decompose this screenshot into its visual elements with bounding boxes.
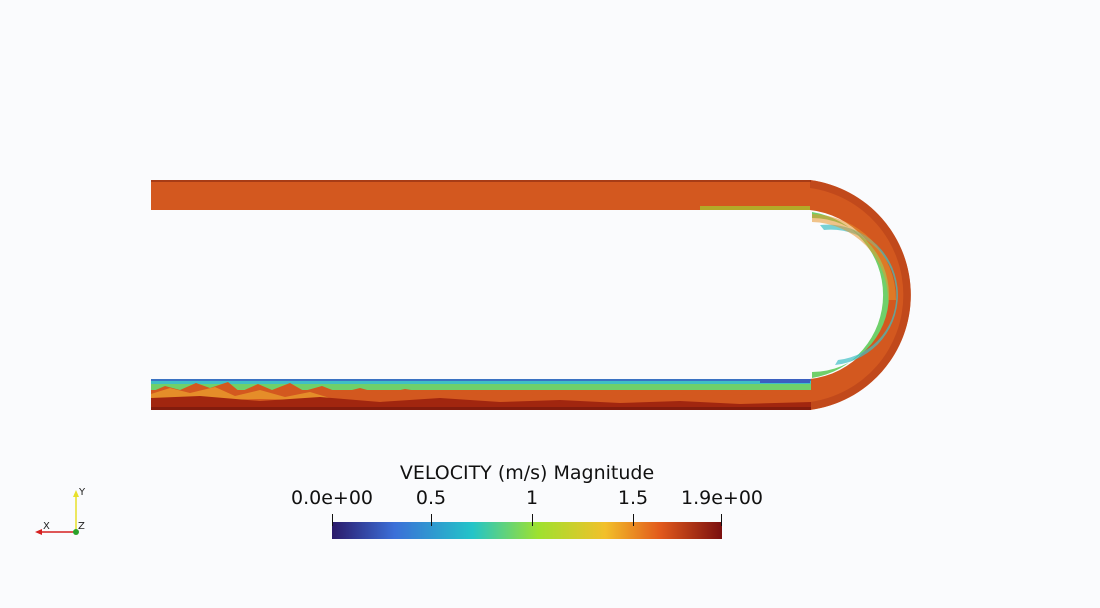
- colorbar-tick-mark: [721, 514, 722, 526]
- colorbar-title: VELOCITY (m/s) Magnitude: [399, 462, 655, 484]
- bottom-leg-slow-layer: [151, 379, 811, 387]
- colorbar-tick-mark: [431, 514, 432, 526]
- bend-mid-band: [812, 214, 896, 300]
- bottom-leg-fast-core: [151, 396, 811, 410]
- pipe-body: [151, 180, 911, 410]
- z-axis-label: Z: [78, 521, 85, 532]
- x-axis-label: X: [43, 521, 50, 532]
- bottom-leg-bottom-edge: [151, 407, 811, 410]
- bottom-leg-blue-patch: [760, 379, 810, 383]
- top-leg-bottom-edge: [700, 206, 810, 210]
- colorbar-tick-label: 1.5: [617, 487, 649, 509]
- orientation-axes-widget[interactable]: [35, 490, 79, 535]
- y-axis-label: Y: [79, 487, 86, 498]
- colorbar-tick-label-min: 0.0e+00: [290, 487, 374, 509]
- colorbar-tick-mark: [633, 514, 634, 526]
- z-axis-dot: [73, 529, 79, 535]
- colorbar-gradient: [332, 522, 722, 539]
- top-leg-top-edge: [151, 180, 811, 182]
- bottom-leg-blue-line: [151, 379, 811, 381]
- x-axis-arrow: [35, 529, 42, 535]
- y-axis-arrow: [73, 490, 79, 497]
- bottom-leg-green-layer: [151, 384, 811, 390]
- colorbar-tick-label-max: 1.9e+00: [680, 487, 764, 509]
- colorbar-tick-mark: [532, 514, 533, 526]
- colorbar-tick-label: 1: [525, 487, 539, 509]
- colorbar-tick-mark: [332, 514, 333, 526]
- colorbar-tick-label: 0.5: [415, 487, 447, 509]
